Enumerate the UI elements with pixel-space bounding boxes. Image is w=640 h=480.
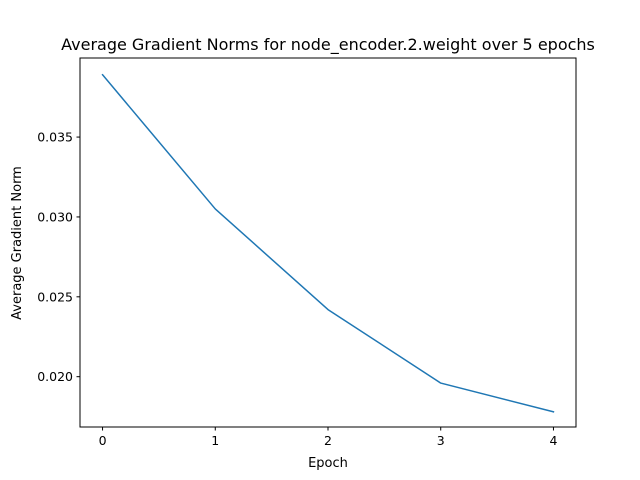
- plot-area: [79, 57, 577, 428]
- y-tick-label: 0.025: [37, 289, 73, 304]
- y-tick-label: 0.030: [37, 209, 73, 224]
- y-axis: 0.020 0.025 0.030 0.035: [37, 130, 80, 384]
- chart-title: Average Gradient Norms for node_encoder.…: [61, 35, 595, 55]
- y-tick-label: 0.035: [37, 130, 73, 145]
- x-axis: 0 1 2 3 4: [99, 427, 557, 448]
- y-tick-label: 0.020: [37, 369, 73, 384]
- x-axis-label: Epoch: [308, 456, 348, 471]
- x-tick-label: 2: [324, 433, 332, 448]
- series-line-0: [101, 73, 555, 413]
- x-tick-label: 1: [211, 433, 219, 448]
- x-tick-label: 4: [549, 433, 557, 448]
- series-group: [101, 73, 555, 413]
- x-tick-label: 0: [99, 433, 107, 448]
- y-axis-label: Average Gradient Norm: [10, 166, 25, 320]
- x-tick-label: 3: [437, 433, 445, 448]
